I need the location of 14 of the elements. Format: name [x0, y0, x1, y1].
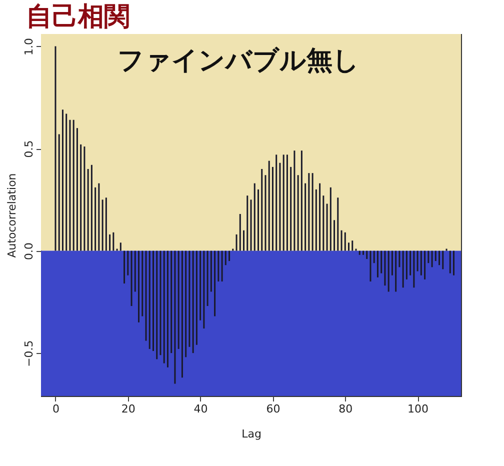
x-axis-title: Lag [242, 428, 262, 440]
y-tick-label: −0.5 [22, 340, 36, 367]
y-tick-label: 0.0 [22, 242, 36, 260]
annotation: ファインバブル無し [117, 46, 360, 76]
x-tick-label: 100 [408, 402, 429, 416]
y-tick-label: 1.0 [22, 38, 36, 56]
x-tick-label: 80 [338, 402, 353, 416]
x-tick-label: 40 [194, 402, 208, 416]
y-tick-label: 0.5 [22, 140, 36, 158]
x-tick-label: 60 [266, 402, 280, 416]
x-tick-label: 20 [121, 402, 136, 416]
chart-title: 自己相関 [26, 2, 130, 32]
x-tick-label: 0 [52, 402, 60, 416]
y-axis-title: Autocorrelation [6, 173, 18, 258]
